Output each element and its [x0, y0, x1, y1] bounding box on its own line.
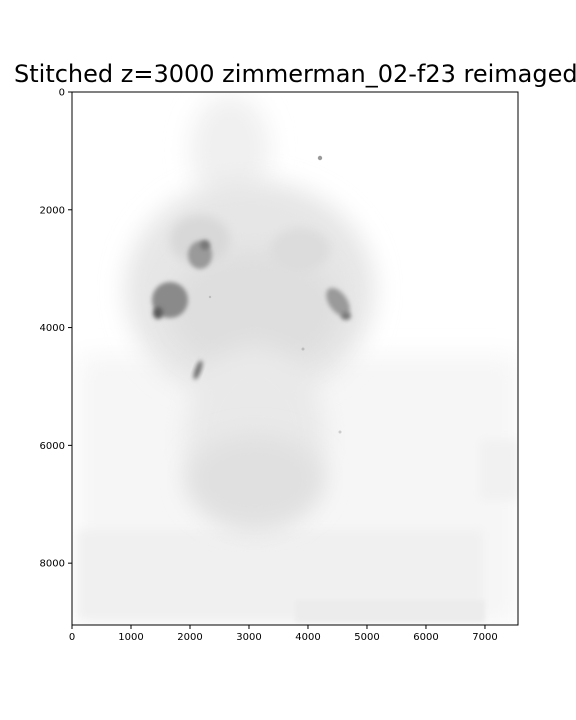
figure-title: Stitched z=3000 zimmerman_02-f23 reimage…: [14, 60, 576, 88]
x-tick-label: 7000: [472, 632, 497, 643]
x-tick-label: 0: [69, 632, 75, 643]
x-tick-label: 4000: [295, 632, 320, 643]
y-tick-label: 6000: [40, 441, 65, 452]
y-tick-label: 4000: [40, 323, 65, 334]
x-tick-label: 5000: [354, 632, 379, 643]
x-tick-label: 2000: [177, 632, 202, 643]
y-tick-label: 2000: [40, 205, 65, 216]
y-tick-label: 8000: [40, 559, 65, 570]
stitched-image: [72, 92, 518, 625]
x-axis: 0 1000 2000 3000 4000 5000 6000 7000: [69, 625, 498, 643]
x-tick-label: 6000: [413, 632, 438, 643]
y-tick-label: 0: [59, 88, 65, 99]
y-axis: 0 2000 4000 6000 8000: [40, 88, 72, 570]
x-tick-label: 3000: [236, 632, 261, 643]
x-tick-label: 1000: [118, 632, 143, 643]
axes-frame: [71, 91, 519, 626]
